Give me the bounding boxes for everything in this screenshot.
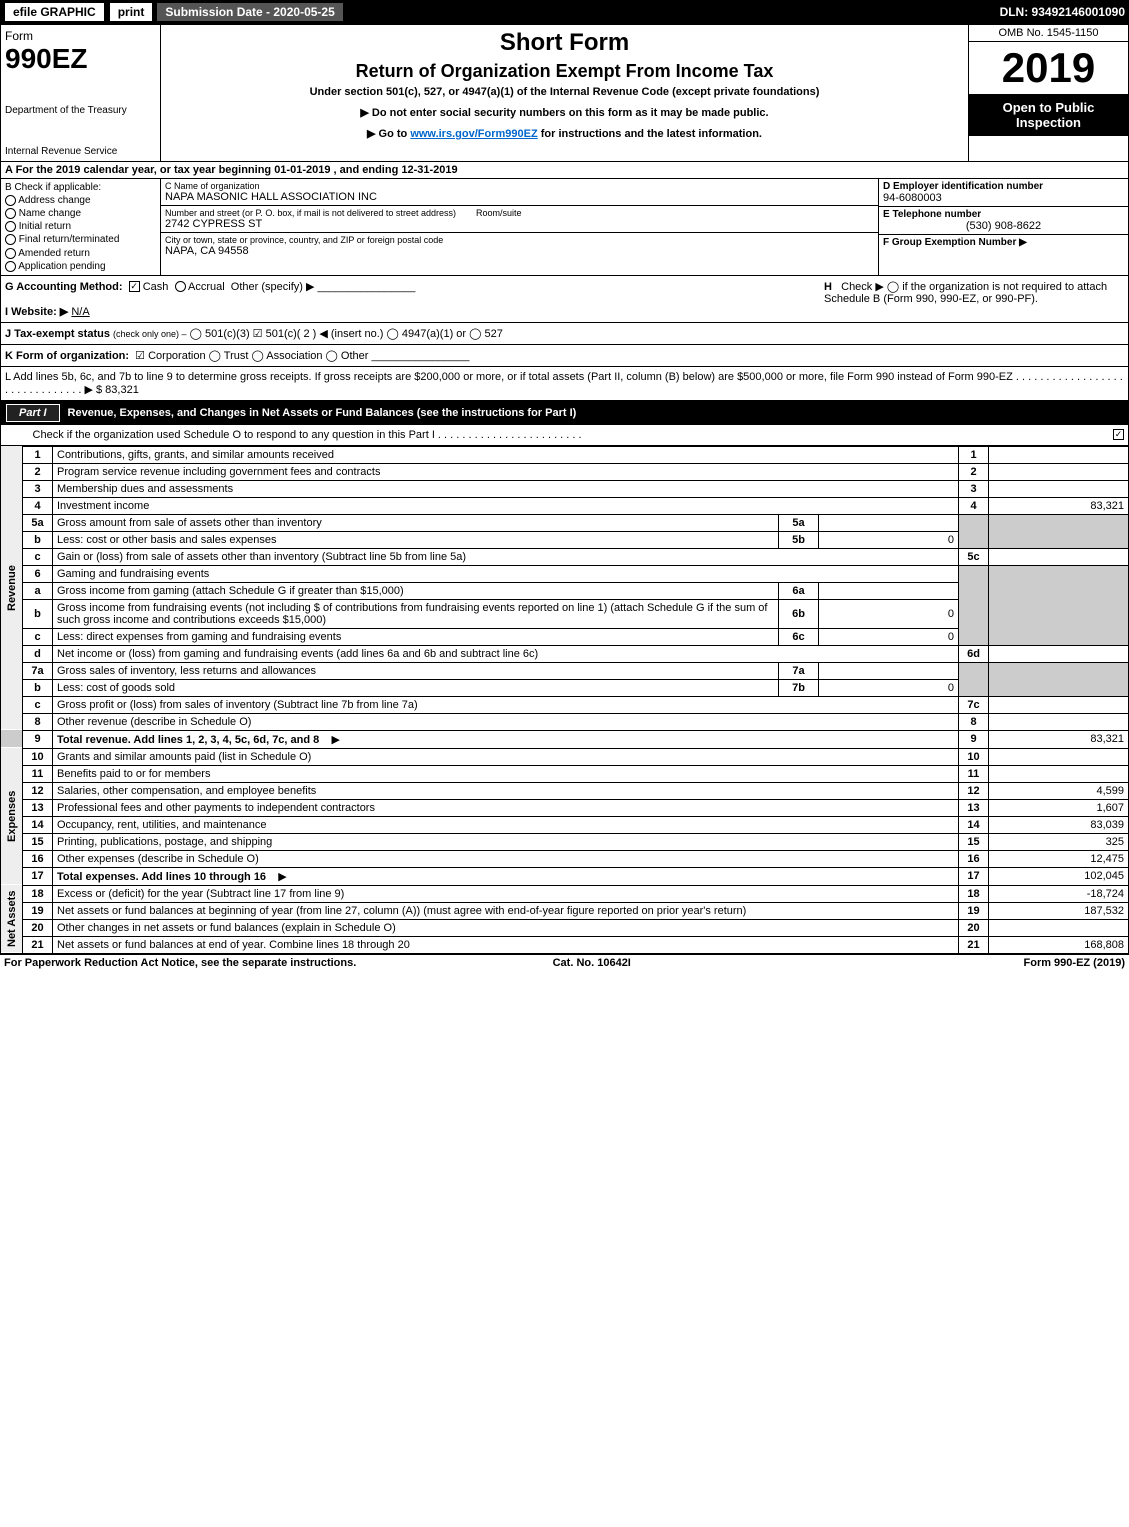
footer-form: Form 990-EZ (2019): [1024, 957, 1125, 969]
line16-val: 12,475: [989, 850, 1129, 867]
goto-link[interactable]: www.irs.gov/Form990EZ: [410, 128, 537, 140]
checkbox-pending[interactable]: [5, 261, 16, 272]
line3-val: [989, 480, 1129, 497]
street: 2742 CYPRESS ST: [165, 218, 874, 230]
line7b-mid: 0: [819, 679, 959, 696]
footer-cat: Cat. No. 10642I: [553, 957, 631, 969]
website-label: I Website: ▶: [5, 306, 68, 318]
line20-val: [989, 919, 1129, 936]
checkbox-address[interactable]: [5, 195, 16, 206]
name-col: C Name of organization NAPA MASONIC HALL…: [161, 179, 878, 275]
line-h: H Check ▶ ◯ if the organization is not r…: [824, 280, 1124, 318]
id-col: D Employer identification number 94-6080…: [878, 179, 1128, 275]
tax-year-line: A For the 2019 calendar year, or tax yea…: [0, 162, 1129, 179]
part1-table: Revenue 1Contributions, gifts, grants, a…: [0, 446, 1129, 954]
line6b-mid: 0: [819, 599, 959, 628]
org-block: B Check if applicable: Address change Na…: [0, 179, 1129, 276]
line-g-label: G Accounting Method:: [5, 281, 123, 293]
line-g-h: G Accounting Method: Cash Accrual Other …: [0, 276, 1129, 323]
tax-year: 2019: [969, 42, 1128, 94]
submission-date: Submission Date - 2020-05-25: [157, 3, 342, 21]
checkbox-name[interactable]: [5, 208, 16, 219]
phone-label: E Telephone number: [883, 209, 1124, 220]
ein-label: D Employer identification number: [883, 181, 1124, 192]
header: Form 990EZ Department of the Treasury In…: [0, 24, 1129, 162]
line1-val: [989, 446, 1129, 463]
line11-val: [989, 765, 1129, 782]
line13-val: 1,607: [989, 799, 1129, 816]
part1-header: Part I Revenue, Expenses, and Changes in…: [0, 401, 1129, 425]
header-right: OMB No. 1545-1150 2019 Open to Public In…: [968, 25, 1128, 161]
irs: Internal Revenue Service: [5, 146, 156, 157]
group-exempt-label: F Group Exemption Number ▶: [883, 237, 1124, 248]
check-accrual[interactable]: [175, 281, 186, 292]
check-cash[interactable]: [129, 281, 140, 292]
netassets-side: Net Assets: [1, 885, 23, 953]
line14-val: 83,039: [989, 816, 1129, 833]
line18-val: -18,724: [989, 885, 1129, 902]
header-center: Short Form Return of Organization Exempt…: [161, 25, 968, 161]
header-left: Form 990EZ Department of the Treasury In…: [1, 25, 161, 161]
line-k: K Form of organization: ☑ Corporation ◯ …: [0, 345, 1129, 367]
footer: For Paperwork Reduction Act Notice, see …: [0, 954, 1129, 971]
line2-val: [989, 463, 1129, 480]
line15-val: 325: [989, 833, 1129, 850]
line9-val: 83,321: [989, 730, 1129, 748]
part-tag: Part I: [6, 404, 60, 422]
line19-val: 187,532: [989, 902, 1129, 919]
line8-val: [989, 713, 1129, 730]
line-l: L Add lines 5b, 6c, and 7b to line 9 to …: [0, 367, 1129, 401]
form-label: Form: [5, 29, 156, 43]
website-value: N/A: [71, 306, 89, 318]
line5c-val: [989, 548, 1129, 565]
line10-val: [989, 748, 1129, 765]
line21-val: 168,808: [989, 936, 1129, 953]
efile-btn[interactable]: efile GRAPHIC: [4, 2, 105, 22]
line5b-mid: 0: [819, 531, 959, 548]
dept: Department of the Treasury: [5, 105, 156, 116]
topbar: efile GRAPHIC print Submission Date - 20…: [0, 0, 1129, 24]
expenses-side: Expenses: [1, 748, 23, 885]
check-col: B Check if applicable: Address change Na…: [1, 179, 161, 275]
title: Short Form: [165, 29, 964, 57]
line6a-mid: [819, 582, 959, 599]
gross-receipts: 83,321: [105, 384, 139, 396]
ssn-note: ▶ Do not enter social security numbers o…: [165, 106, 964, 119]
under-section: Under section 501(c), 527, or 4947(a)(1)…: [165, 86, 964, 98]
org-name: NAPA MASONIC HALL ASSOCIATION INC: [165, 191, 874, 203]
part1-checknote: Check if the organization used Schedule …: [0, 425, 1129, 446]
dln: DLN: 93492146001090: [1000, 5, 1125, 19]
footer-left: For Paperwork Reduction Act Notice, see …: [4, 957, 356, 969]
line17-val: 102,045: [989, 867, 1129, 885]
city-label: City or town, state or province, country…: [165, 235, 874, 245]
line7c-val: [989, 696, 1129, 713]
open-public: Open to Public Inspection: [969, 94, 1128, 136]
goto-note: ▶ Go to www.irs.gov/Form990EZ for instru…: [165, 127, 964, 140]
phone-value: (530) 908-8622: [883, 220, 1124, 232]
checkbox-final[interactable]: [5, 234, 16, 245]
line-j: J Tax-exempt status (check only one) – ◯…: [0, 323, 1129, 345]
line6c-mid: 0: [819, 628, 959, 645]
line5a-mid: [819, 514, 959, 531]
street-label: Number and street (or P. O. box, if mail…: [165, 208, 874, 218]
checkbox-amended[interactable]: [5, 248, 16, 259]
omb: OMB No. 1545-1150: [969, 25, 1128, 42]
line7a-mid: [819, 662, 959, 679]
line6d-val: [989, 645, 1129, 662]
check-label: B Check if applicable:: [5, 181, 156, 194]
line4-val: 83,321: [989, 497, 1129, 514]
revenue-side: Revenue: [1, 446, 23, 730]
checkbox-initial[interactable]: [5, 221, 16, 232]
ein-value: 94-6080003: [883, 192, 1124, 204]
line12-val: 4,599: [989, 782, 1129, 799]
city: NAPA, CA 94558: [165, 245, 874, 257]
form-number: 990EZ: [5, 43, 156, 75]
schedule-o-check[interactable]: [1113, 429, 1124, 440]
subtitle: Return of Organization Exempt From Incom…: [165, 61, 964, 82]
org-name-label: C Name of organization: [165, 181, 874, 191]
print-btn[interactable]: print: [109, 2, 154, 22]
